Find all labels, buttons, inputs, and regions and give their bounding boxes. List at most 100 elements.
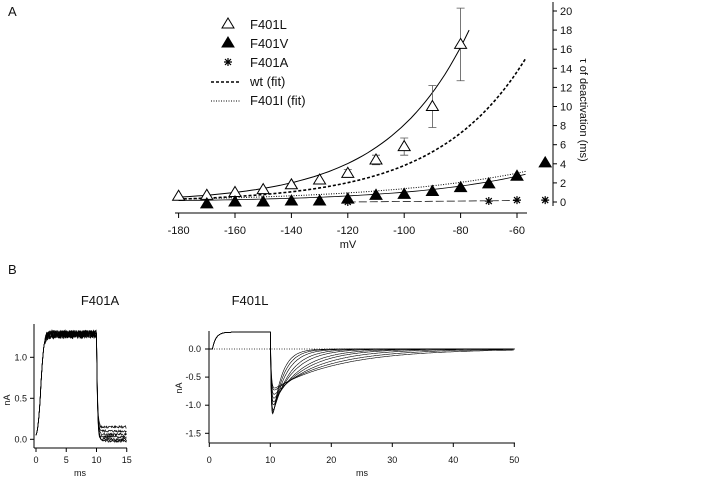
panel-label-b: B	[8, 262, 17, 277]
data-point-f401l	[425, 99, 440, 111]
data-point-f401v	[453, 180, 468, 193]
current-trace	[209, 331, 514, 411]
x-tick-label: 20	[326, 455, 336, 465]
current-trace	[35, 329, 127, 436]
data-point-f401l	[284, 177, 299, 190]
current-trace	[35, 329, 127, 436]
data-point-f401v	[397, 187, 412, 199]
current-trace	[209, 331, 514, 395]
x-tick-label: 0	[33, 455, 38, 465]
y-tick-label: -0.5	[185, 372, 201, 382]
y-tick-label: 0.0	[14, 434, 27, 444]
data-point-f401v	[199, 196, 214, 209]
y-tick-label: 0.0	[188, 344, 201, 354]
current-trace	[209, 331, 514, 399]
current-trace	[209, 331, 514, 414]
data-point-f401v	[228, 195, 242, 207]
data-point-f401l	[312, 173, 327, 185]
data-point-f401v	[256, 195, 271, 207]
data-point-f401l	[453, 37, 468, 49]
x-tick-label: 5	[64, 455, 69, 465]
y-tick-label: 18	[560, 25, 572, 37]
y-tick-label: 1.0	[14, 352, 27, 362]
data-point-f401l	[340, 166, 355, 178]
y-tick-label: -1.0	[185, 400, 201, 410]
y-tick-label: -1.5	[185, 428, 201, 438]
y-tick-label: 2	[560, 178, 566, 190]
y-axis-label: nA	[174, 382, 184, 393]
data-point-f401v	[369, 188, 383, 200]
x-tick-label: 10	[91, 455, 101, 465]
data-point-f401v	[481, 176, 496, 189]
data-point-f401l	[256, 182, 271, 195]
y-tick-label: 0	[560, 197, 566, 209]
current-trace	[209, 331, 514, 389]
data-point-f401v	[425, 184, 440, 196]
y-tick-label: 10	[560, 102, 572, 114]
legend-asterisk-icon	[224, 58, 232, 66]
y-axis-label: τ of deactivation (ms)	[577, 58, 589, 161]
current-trace	[209, 331, 514, 391]
current-trace	[35, 329, 127, 444]
y-tick-label: 6	[560, 140, 566, 152]
x-tick-label: 15	[122, 455, 132, 465]
data-point-f401a	[513, 196, 521, 205]
current-trace	[35, 329, 127, 442]
data-point-f401l	[369, 153, 383, 165]
x-tick-label: -100	[393, 225, 415, 237]
current-trace	[209, 331, 514, 412]
x-axis-label: ms	[356, 468, 368, 478]
y-tick-label: 0.5	[14, 393, 27, 403]
x-tick-label: -140	[280, 225, 302, 237]
legend-filled-triangle-icon	[221, 36, 235, 48]
current-trace	[35, 328, 127, 440]
x-tick-label: -120	[337, 225, 359, 237]
current-trace	[35, 329, 127, 437]
legend-label-f401v: F401V	[250, 36, 289, 51]
legend-label-f401a: F401A	[250, 55, 289, 70]
y-tick-label: 20	[560, 6, 572, 18]
x-tick-label: 50	[509, 455, 519, 465]
data-point-f401a	[484, 197, 493, 206]
x-tick-label: -160	[224, 225, 246, 237]
chart-title: F401A	[81, 293, 120, 308]
chart-tau-vs-voltage: mV τ of deactivation (ms) F401L F401V F4…	[168, 2, 589, 251]
data-point-f401v	[284, 194, 299, 206]
data-point-f401v	[538, 155, 553, 168]
chart-title: F401L	[232, 293, 269, 308]
x-tick-label: 30	[387, 455, 397, 465]
y-tick-label: 14	[560, 63, 572, 75]
data-point-f401v	[510, 169, 524, 181]
y-axis-label: nA	[2, 394, 12, 405]
current-trace	[209, 331, 514, 415]
x-tick-label: 40	[448, 455, 458, 465]
data-point-f401a	[343, 198, 352, 206]
x-tick-label: -180	[168, 225, 190, 237]
x-axis-label: ms	[74, 468, 86, 478]
legend-label-f401l: F401L	[250, 17, 287, 32]
legend-open-triangle-icon	[221, 17, 235, 29]
legend-label-wt-fit: wt (fit)	[249, 74, 285, 89]
fit-line-f401a	[347, 200, 518, 203]
data-point-f401v	[312, 194, 327, 206]
x-tick-label: 0	[207, 455, 212, 465]
x-axis-label: mV	[340, 239, 357, 251]
panel-label-a: A	[8, 4, 17, 19]
chart-f401a-currents: F401A ms nA 0 5 10 15 0.0 0.5 1.0	[2, 293, 132, 478]
data-point-f401a	[541, 196, 550, 205]
fit-line-f401l	[178, 29, 470, 198]
x-tick-label: -80	[453, 225, 469, 237]
y-tick-label: 8	[560, 121, 566, 133]
x-tick-label: 10	[265, 455, 275, 465]
current-trace	[209, 331, 514, 406]
y-tick-label: 12	[560, 82, 572, 94]
data-point-f401l	[171, 189, 186, 201]
chart-f401l-currents: F401L ms nA 0 10 20 30 40 50 0.0 -0.5 -1.0 -1.5	[174, 293, 519, 478]
y-tick-label: 16	[560, 44, 572, 56]
fit-line-wt	[178, 58, 527, 200]
y-tick-label: 4	[560, 159, 566, 171]
x-tick-label: -60	[509, 225, 525, 237]
legend-label-f401i-fit: F401I (fit)	[250, 93, 306, 108]
current-trace	[209, 331, 514, 403]
